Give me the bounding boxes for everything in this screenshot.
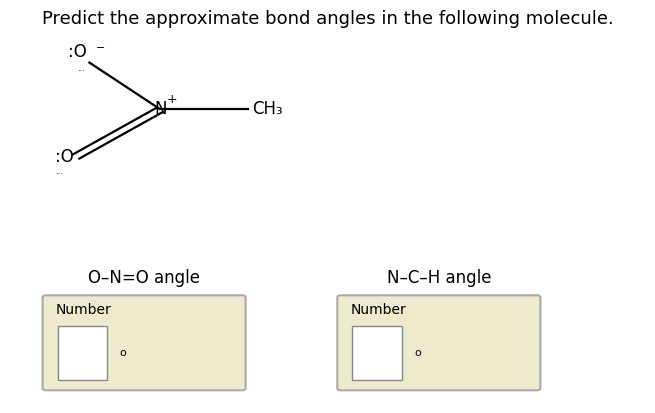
Text: Number: Number — [56, 303, 111, 317]
Text: +: + — [167, 93, 178, 106]
Text: N: N — [154, 100, 167, 119]
Text: o: o — [120, 348, 126, 358]
Text: ...: ... — [55, 167, 63, 176]
FancyBboxPatch shape — [352, 326, 402, 380]
Text: N–C–H angle: N–C–H angle — [386, 269, 491, 287]
Text: CH₃: CH₃ — [252, 100, 283, 119]
FancyBboxPatch shape — [43, 295, 246, 390]
Text: O–N=O angle: O–N=O angle — [88, 269, 200, 287]
Text: −: − — [96, 43, 105, 53]
Text: :O: :O — [68, 43, 87, 61]
Text: Predict the approximate bond angles in the following molecule.: Predict the approximate bond angles in t… — [42, 10, 613, 28]
Text: Number: Number — [350, 303, 406, 317]
Text: :O: :O — [55, 148, 74, 166]
Text: ...: ... — [77, 64, 84, 73]
Text: o: o — [415, 348, 421, 358]
FancyBboxPatch shape — [58, 326, 107, 380]
FancyBboxPatch shape — [337, 295, 540, 390]
